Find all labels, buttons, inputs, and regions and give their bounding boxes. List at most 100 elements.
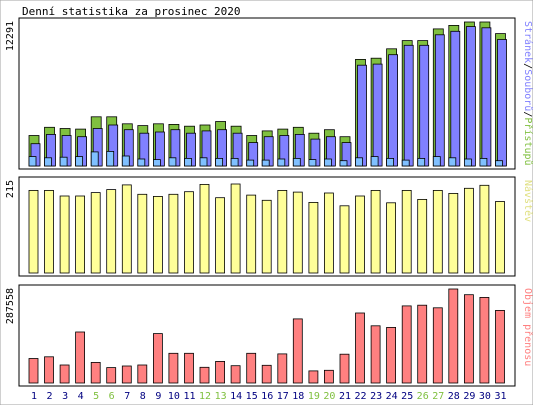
- bar-visits-0-15: [246, 194, 257, 274]
- bar-traffic-2-7: [121, 155, 130, 167]
- bar-visits-0-26: [417, 198, 428, 274]
- bar-visits-0-6: [106, 189, 117, 274]
- bar-volume-0-28: [448, 288, 459, 384]
- x-tick-label-27: 27: [432, 391, 444, 402]
- y-max-label: 215: [5, 180, 16, 198]
- bar-volume-0-31: [495, 309, 505, 384]
- bar-traffic-2-5: [90, 151, 99, 167]
- bar-traffic-2-24: [386, 157, 395, 167]
- y-max-label: 287558: [5, 288, 16, 324]
- legend-entry: Souborů: [522, 69, 533, 111]
- x-tick-label-29: 29: [463, 391, 475, 402]
- bar-volume-0-14: [230, 365, 241, 384]
- panel-frame: [18, 17, 516, 170]
- panel-traffic: 12291 Stránek/Souborů/Přístupů: [5, 17, 533, 170]
- x-tick-label-18: 18: [292, 391, 304, 402]
- bar-volume-0-5: [90, 361, 101, 384]
- bar-traffic-2-26: [417, 157, 426, 167]
- x-tick-label-7: 7: [124, 391, 130, 402]
- x-tick-label-16: 16: [261, 391, 273, 402]
- bar-traffic-2-16: [261, 159, 270, 167]
- x-tick-label-11: 11: [183, 391, 195, 402]
- bar-visits-0-30: [479, 184, 490, 274]
- legend-entry: Objem přenosu: [522, 288, 533, 366]
- bar-visits-0-23: [370, 189, 381, 274]
- bar-traffic-2-27: [432, 156, 441, 167]
- bar-visits-0-25: [401, 189, 412, 274]
- bar-volume-0-10: [168, 352, 179, 384]
- bar-volume-0-17: [277, 353, 288, 384]
- bar-volume-0-22: [355, 312, 365, 384]
- bar-traffic-1-27: [434, 34, 445, 167]
- bar-traffic-2-13: [215, 157, 224, 167]
- bar-visits-0-29: [463, 187, 474, 274]
- bar-traffic-2-14: [230, 157, 239, 167]
- bar-visits-0-7: [121, 184, 132, 274]
- bar-traffic-1-26: [419, 44, 430, 167]
- x-tick-label-6: 6: [109, 391, 115, 402]
- x-tick-label-15: 15: [246, 391, 258, 402]
- bar-volume-0-16: [261, 364, 272, 384]
- x-tick-label-25: 25: [401, 391, 413, 402]
- bar-traffic-2-25: [401, 159, 410, 167]
- bar-visits-0-18: [292, 191, 303, 274]
- bar-volume-0-4: [75, 331, 85, 384]
- bar-traffic-2-28: [448, 157, 457, 167]
- bar-volume-0-21: [339, 353, 350, 384]
- x-tick-label-22: 22: [354, 391, 366, 402]
- x-axis-day-labels: 1 2 3 4 5 6 7 8 9 10 11 12 13 14 15 16 17 18 19 20 21 22 23 24 2…: [31, 391, 507, 402]
- bar-volume-0-7: [121, 365, 132, 384]
- bar-volume-0-15: [246, 352, 257, 384]
- bar-volume-0-19: [308, 370, 319, 384]
- bar-visits-0-13: [215, 197, 226, 274]
- bar-traffic-2-29: [463, 158, 472, 167]
- bar-volume-0-6: [106, 367, 117, 384]
- bar-traffic-2-10: [168, 157, 177, 167]
- bar-traffic-1-25: [403, 44, 414, 167]
- x-tick-label-3: 3: [62, 391, 68, 402]
- legend-entry: /: [522, 111, 533, 117]
- bar-visits-0-1: [28, 189, 39, 274]
- panel-visits: 215 Návštěv: [5, 176, 533, 277]
- x-tick-label-2: 2: [46, 391, 52, 402]
- bar-volume-0-13: [215, 360, 226, 384]
- legend: Stránek/Souborů/Přístupů: [522, 21, 533, 166]
- bar-traffic-2-11: [184, 157, 192, 167]
- bar-traffic-2-20: [323, 158, 332, 167]
- bar-visits-0-11: [184, 191, 194, 274]
- bar-traffic-2-8: [137, 158, 146, 167]
- bar-volume-0-3: [59, 364, 70, 384]
- bar-visits-0-24: [386, 202, 397, 274]
- bar-volume-0-20: [323, 369, 334, 384]
- legend: Návštěv: [522, 180, 533, 222]
- x-tick-label-12: 12: [199, 391, 211, 402]
- bar-visits-0-14: [230, 183, 241, 274]
- bar-volume-0-1: [28, 358, 39, 384]
- bar-traffic-2-15: [246, 159, 255, 167]
- x-tick-label-23: 23: [370, 391, 382, 402]
- bar-traffic-2-22: [355, 157, 363, 167]
- bar-visits-0-5: [90, 192, 101, 274]
- bar-visits-0-19: [308, 201, 319, 274]
- panel-frame: [18, 176, 516, 277]
- bar-traffic-2-17: [277, 158, 286, 167]
- bar-traffic-2-31: [495, 160, 503, 167]
- bar-visits-0-16: [261, 199, 272, 274]
- x-tick-label-8: 8: [140, 391, 146, 402]
- bar-volume-0-29: [463, 294, 474, 384]
- x-tick-label-4: 4: [78, 391, 84, 402]
- bar-visits-0-21: [339, 205, 350, 274]
- bar-volume-0-2: [44, 356, 54, 384]
- bar-traffic-1-23: [372, 63, 383, 167]
- bar-traffic-2-9: [152, 159, 161, 167]
- legend-entry: Návštěv: [522, 180, 533, 222]
- bar-visits-0-27: [432, 189, 443, 274]
- bar-traffic-2-2: [44, 157, 52, 167]
- bar-volume-0-18: [292, 318, 303, 384]
- x-tick-label-13: 13: [215, 391, 227, 402]
- bar-traffic-1-22: [357, 64, 367, 167]
- x-tick-label-31: 31: [494, 391, 506, 402]
